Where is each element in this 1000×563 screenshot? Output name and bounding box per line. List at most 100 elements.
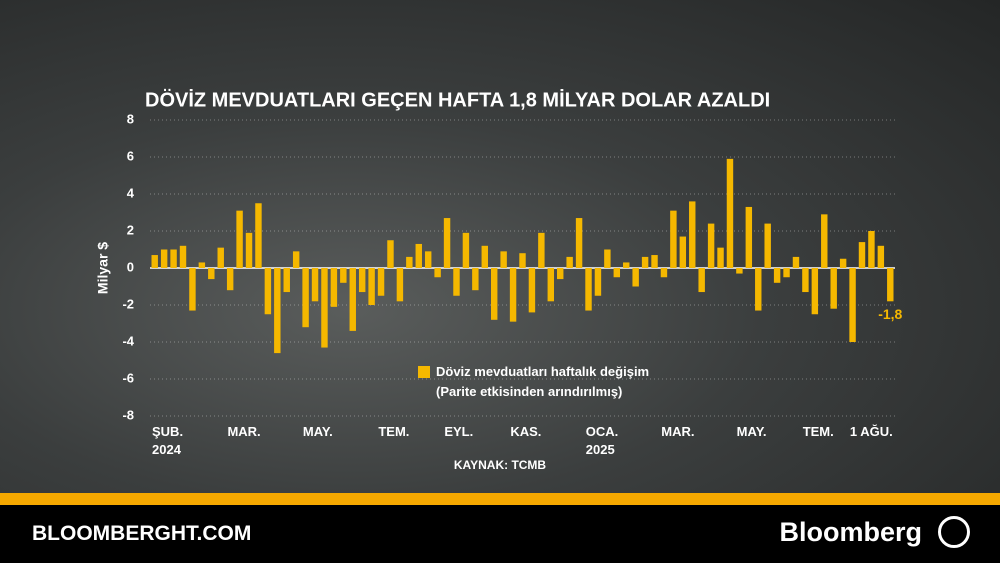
- bar: [745, 206, 753, 268]
- bar: [877, 245, 885, 268]
- bar: [236, 210, 243, 268]
- legend: Döviz mevduatları haftalık değişim (Pari…: [418, 362, 649, 402]
- stripe: [0, 493, 1000, 505]
- bar: [377, 268, 385, 296]
- bar: [274, 268, 281, 354]
- bar: [821, 214, 828, 268]
- bar: [717, 247, 724, 268]
- bar: [585, 268, 592, 311]
- bar: [434, 268, 441, 278]
- bar: [868, 231, 875, 268]
- bar: [406, 256, 413, 268]
- bar: [802, 268, 809, 293]
- y-tick-label: 2: [127, 222, 134, 237]
- bar: [773, 268, 781, 283]
- value-label: -1,8: [878, 306, 902, 322]
- y-tick-label: -2: [122, 296, 134, 311]
- bar: [566, 256, 573, 268]
- bar: [632, 268, 639, 287]
- x-tick-label: EYL.: [444, 424, 474, 439]
- x-tick-label: OCA. 2025: [585, 424, 619, 457]
- bar: [660, 268, 668, 278]
- bar: [698, 268, 705, 293]
- bar: [839, 258, 847, 268]
- bar: [811, 268, 819, 315]
- bar: [613, 268, 621, 278]
- bar: [509, 268, 517, 322]
- bar: [368, 268, 375, 305]
- bar: [160, 249, 168, 268]
- bar: [217, 247, 224, 268]
- bar: [208, 268, 215, 280]
- bar: [245, 232, 253, 268]
- bar: [481, 245, 488, 268]
- bar: [519, 253, 526, 268]
- y-tick-label: 4: [127, 185, 135, 200]
- bar: [443, 218, 451, 268]
- bar: [623, 262, 630, 268]
- y-tick-label: -4: [122, 333, 134, 348]
- bar: [651, 255, 658, 268]
- x-tick-label: 1 AĞU.: [849, 424, 893, 439]
- x-tick-label: MAY.: [302, 424, 333, 439]
- bar: [292, 251, 300, 268]
- bar: [679, 236, 687, 268]
- y-tick-label: 8: [127, 111, 134, 126]
- bar: [387, 240, 394, 268]
- x-tick-label: TEM.: [802, 424, 834, 439]
- brand: Bloomberg: [779, 517, 922, 547]
- logo: [938, 516, 970, 548]
- bar: [189, 268, 196, 311]
- bar: [349, 268, 356, 331]
- bar: [500, 251, 507, 268]
- bar: [736, 268, 743, 274]
- bar: [538, 232, 545, 268]
- bar: [755, 268, 762, 311]
- bar: [358, 268, 366, 293]
- bar: [849, 268, 856, 342]
- legend-label: Döviz mevduatları haftalık değişim (Pari…: [436, 364, 650, 399]
- footer: BLOOMBERGHT.COM Bloomberg: [0, 505, 1000, 563]
- bar: [594, 268, 602, 296]
- bar: [396, 268, 404, 302]
- bar: [528, 268, 536, 313]
- bar: [198, 262, 206, 268]
- bar: [226, 268, 234, 291]
- bar: [792, 256, 800, 268]
- site: BLOOMBERGHT.COM: [32, 522, 252, 545]
- x-tick-label: MAY.: [736, 424, 767, 439]
- bar: [311, 268, 319, 302]
- x-tick-label: MAR.: [661, 424, 695, 439]
- bar: [858, 242, 866, 268]
- bar: [887, 268, 894, 302]
- bar: [321, 268, 328, 348]
- bar: [151, 255, 158, 268]
- bar: [689, 201, 696, 268]
- bar: [726, 158, 734, 268]
- x-tick-label: TEM.: [378, 424, 410, 439]
- bar: [604, 249, 611, 268]
- bar: [490, 268, 498, 320]
- y-axis-label: Milyar $: [95, 242, 111, 294]
- y-tick-label: -6: [122, 370, 134, 385]
- bar: [424, 251, 432, 268]
- bar: [340, 268, 347, 283]
- bar: [764, 223, 771, 268]
- bar: [670, 210, 677, 268]
- bar: [641, 256, 649, 268]
- bar: [462, 232, 470, 268]
- bar: [415, 243, 422, 268]
- bar: [264, 268, 272, 315]
- x-tick-label: KAS.: [510, 424, 542, 439]
- chart: DÖVİZ MEVDUATLARI GEÇEN HAFTA 1,8 MİLYAR…: [95, 111, 903, 472]
- source: KAYNAK: TCMB: [454, 458, 547, 472]
- x-tick-label: MAR.: [227, 424, 261, 439]
- bar: [575, 218, 583, 268]
- bar: [302, 268, 309, 328]
- bar: [453, 268, 460, 296]
- bar: [830, 268, 837, 309]
- bar: [170, 249, 177, 268]
- bar: [707, 223, 715, 268]
- y-tick-label: 6: [127, 148, 134, 163]
